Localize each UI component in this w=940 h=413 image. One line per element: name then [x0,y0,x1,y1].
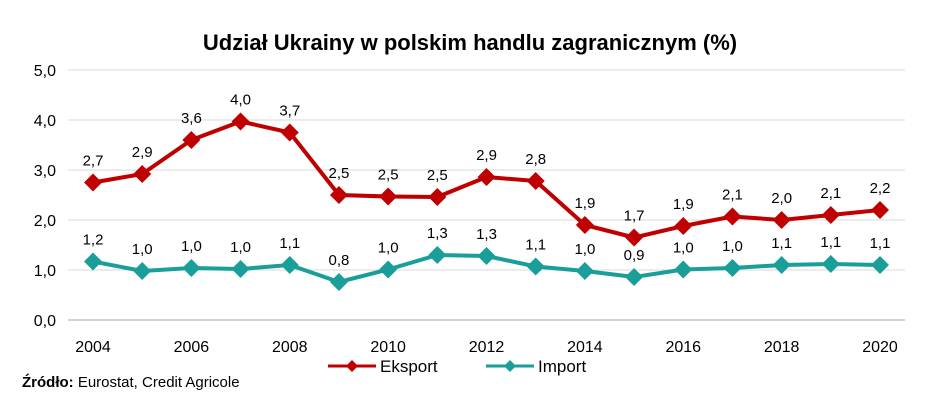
import-marker [772,256,791,274]
data-labels: 2,7 2,9 3,6 4,0 3,7 2,5 2,5 2,5 2,9 2,8 1,9 1,7 1,9 2… [83,92,891,270]
x-tick-label: 2016 [665,339,701,356]
import-marker [871,256,889,274]
x-tick-label: 2010 [370,339,406,356]
import-marker [379,260,398,279]
eksport-data-label: 2,7 [83,153,104,170]
import-data-label: 1,1 [525,237,546,254]
eksport-marker [821,206,840,224]
eksport-marker [625,228,644,247]
eksport-data-label: 3,6 [181,110,202,127]
eksport-data-label: 2,1 [820,185,841,202]
series-layer [84,112,889,291]
source-text: Eurostat, Credit Agricole [73,374,240,391]
import-marker [625,268,644,286]
import-marker [575,262,594,280]
import-data-label: 1,0 [574,241,595,258]
eksport-data-label: 2,0 [771,190,792,207]
legend-eksport-marker [346,360,358,372]
import-data-label: 1,1 [870,235,891,252]
x-tick-label: 2004 [75,339,111,356]
x-tick-label: 2020 [862,339,898,356]
x-axis: 2004 2006 2008 2010 2012 2014 2016 2018 2020 [75,339,898,356]
import-data-label: 1,0 [230,239,251,256]
eksport-marker [133,165,152,183]
x-tick-label: 2008 [272,339,308,356]
import-marker [526,257,545,276]
eksport-marker [871,201,889,219]
import-data-label: 1,0 [181,238,202,255]
eksport-data-label: 2,5 [427,167,448,184]
import-marker [477,247,496,265]
eksport-marker [723,207,742,226]
import-data-label: 0,9 [624,247,645,264]
y-tick-label: 5,0 [34,63,56,80]
eksport-data-label: 2,2 [870,180,891,197]
import-marker [84,252,102,271]
import-data-label: 1,3 [427,225,448,242]
y-tick-label: 0,0 [34,313,56,330]
import-data-label: 1,2 [83,232,104,249]
eksport-data-label: 1,7 [624,208,645,225]
eksport-data-label: 2,9 [132,144,153,161]
import-marker [674,260,693,279]
eksport-marker [772,211,791,229]
legend-import-marker [504,360,516,372]
legend: Eksport Import [328,357,586,376]
eksport-data-label: 2,5 [378,167,399,184]
eksport-data-label: 2,9 [476,147,497,164]
import-marker [182,259,201,277]
x-tick-label: 2006 [174,339,210,356]
import-marker [428,246,447,264]
x-tick-label: 2014 [567,339,603,356]
import-marker [723,259,742,277]
eksport-data-label: 1,9 [574,195,595,212]
import-data-label: 1,1 [771,235,792,252]
y-tick-label: 3,0 [34,163,56,180]
import-marker [133,262,152,280]
x-tick-label: 2018 [764,339,800,356]
import-data-label: 1,0 [673,240,694,257]
eksport-marker [84,173,102,192]
import-marker [821,255,840,273]
eksport-data-label: 2,5 [329,165,350,182]
y-axis: 0,0 1,0 2,0 3,0 4,0 5,0 [34,63,56,330]
legend-import-label: Import [538,357,586,376]
eksport-marker [526,172,545,190]
legend-eksport-label: Eksport [380,357,438,376]
eksport-data-label: 3,7 [279,103,300,120]
eksport-marker [379,187,398,206]
y-tick-label: 4,0 [34,113,56,130]
y-tick-label: 2,0 [34,213,56,230]
eksport-marker [477,168,496,186]
eksport-data-label: 1,9 [673,196,694,213]
eksport-data-label: 2,8 [525,151,546,168]
eksport-marker [231,112,250,131]
source-label: Źródło: [22,374,74,391]
import-marker [280,256,299,274]
eksport-marker [575,216,594,234]
import-data-label: 0,8 [329,252,350,269]
eksport-marker [280,123,299,142]
import-data-label: 1,0 [132,241,153,258]
x-tick-label: 2012 [469,339,505,356]
import-data-label: 1,1 [820,234,841,251]
eksport-marker [428,188,447,206]
eksport-marker [329,186,348,204]
import-data-label: 1,0 [378,240,399,257]
import-marker [329,273,348,291]
import-data-label: 1,0 [722,238,743,255]
import-data-label: 1,3 [476,226,497,243]
import-marker [231,260,250,278]
eksport-marker [674,217,693,235]
eksport-data-label: 4,0 [230,92,251,109]
eksport-data-label: 2,1 [722,187,743,204]
import-data-label: 1,1 [279,235,300,252]
y-tick-label: 1,0 [34,263,56,280]
chart-title: Udział Ukrainy w polskim handlu zagranic… [202,30,738,55]
eksport-marker [182,131,201,149]
source-note: Źródło: Eurostat, Credit Agricole [22,374,240,391]
